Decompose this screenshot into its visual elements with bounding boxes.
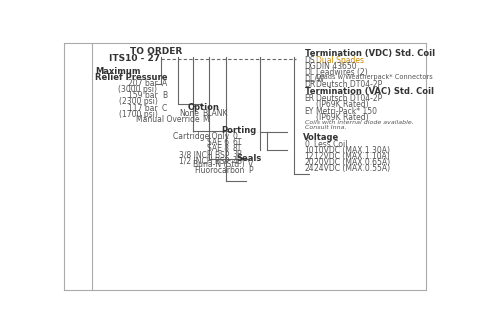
Text: Termination (VAC) Std. Coil: Termination (VAC) Std. Coil xyxy=(304,87,434,96)
Text: Less Coil: Less Coil xyxy=(314,140,348,149)
Text: 12VDC (MAX.1.10A): 12VDC (MAX.1.10A) xyxy=(314,152,390,161)
Text: 20: 20 xyxy=(304,158,314,167)
Text: DR: DR xyxy=(304,81,316,89)
Text: Seals: Seals xyxy=(237,153,261,163)
Text: V: V xyxy=(248,160,253,169)
Text: Relief Pressure: Relief Pressure xyxy=(96,73,168,82)
Text: Deutsch DT04-2P: Deutsch DT04-2P xyxy=(315,94,382,103)
Text: Termination (VDC) Std. Coil: Termination (VDC) Std. Coil xyxy=(304,49,435,58)
Text: 0: 0 xyxy=(304,140,310,149)
Text: BLANK: BLANK xyxy=(202,109,228,118)
Text: DL: DL xyxy=(304,68,315,77)
Text: Leadwires (2): Leadwires (2) xyxy=(315,68,367,77)
Text: ER: ER xyxy=(304,94,315,103)
Text: Fluorocarbon: Fluorocarbon xyxy=(195,166,245,175)
Text: M: M xyxy=(202,115,209,124)
Text: (IP69K Rated): (IP69K Rated) xyxy=(315,100,368,110)
Text: P: P xyxy=(248,166,253,175)
Text: Buna-N (Std.): Buna-N (Std.) xyxy=(193,160,245,169)
Text: 10: 10 xyxy=(304,146,314,155)
Text: Leads w/Weatherpack* Connectors: Leads w/Weatherpack* Connectors xyxy=(315,74,432,80)
Text: Maximum: Maximum xyxy=(96,67,141,76)
Text: EY: EY xyxy=(304,107,314,116)
Text: 207 bar: 207 bar xyxy=(128,79,157,88)
Text: 10VDC (MAX.1.30A): 10VDC (MAX.1.30A) xyxy=(314,146,390,155)
Text: DIN 43650: DIN 43650 xyxy=(315,62,356,71)
Text: 0: 0 xyxy=(233,132,238,141)
Text: 159 bar: 159 bar xyxy=(128,91,157,100)
Text: 117 bar: 117 bar xyxy=(128,104,157,113)
Text: (1700 psi): (1700 psi) xyxy=(119,110,157,119)
Text: 20VDC (MAX.0.65A): 20VDC (MAX.0.65A) xyxy=(314,158,390,167)
Text: DG: DG xyxy=(304,62,316,71)
Text: None: None xyxy=(179,109,199,118)
Text: (3000 psi): (3000 psi) xyxy=(119,85,157,94)
Text: Consult Inna.: Consult Inna. xyxy=(304,125,346,130)
Text: ITS10 - 27: ITS10 - 27 xyxy=(109,54,160,63)
Text: Metri-Pack* 150: Metri-Pack* 150 xyxy=(315,107,377,116)
Text: 4B: 4B xyxy=(233,157,242,166)
Text: (2300 psi): (2300 psi) xyxy=(119,97,157,106)
Text: Dual Spades: Dual Spades xyxy=(315,56,363,65)
Text: 1/2 INCH BSP: 1/2 INCH BSP xyxy=(179,157,229,166)
Text: Porting: Porting xyxy=(221,126,256,135)
Text: B: B xyxy=(162,91,167,100)
Text: (IP69K Rated): (IP69K Rated) xyxy=(315,113,368,122)
Text: 24: 24 xyxy=(304,164,314,173)
Text: SAE 6: SAE 6 xyxy=(207,138,229,147)
Text: Coils with internal diode available.: Coils with internal diode available. xyxy=(304,120,413,125)
Text: Voltage: Voltage xyxy=(303,133,339,142)
Text: Deutsch DT04-2P: Deutsch DT04-2P xyxy=(315,81,382,89)
Text: SAE 8: SAE 8 xyxy=(207,144,229,153)
Text: DS: DS xyxy=(304,56,315,65)
Text: TO ORDER: TO ORDER xyxy=(130,47,182,55)
Text: 6T: 6T xyxy=(233,138,242,147)
Text: 24VDC (MAX.0.55A): 24VDC (MAX.0.55A) xyxy=(314,164,390,173)
Text: Option: Option xyxy=(188,103,219,112)
Text: C: C xyxy=(162,104,167,113)
Text: Cartridge Only: Cartridge Only xyxy=(174,132,229,141)
Text: 8T: 8T xyxy=(233,144,242,153)
Text: A: A xyxy=(162,79,167,88)
Text: DL/W: DL/W xyxy=(304,74,325,83)
Text: 3/8 INCH BSP: 3/8 INCH BSP xyxy=(179,150,229,159)
Text: 12: 12 xyxy=(304,152,314,161)
Text: 3B: 3B xyxy=(233,150,242,159)
Text: Manual Override: Manual Override xyxy=(136,115,199,124)
